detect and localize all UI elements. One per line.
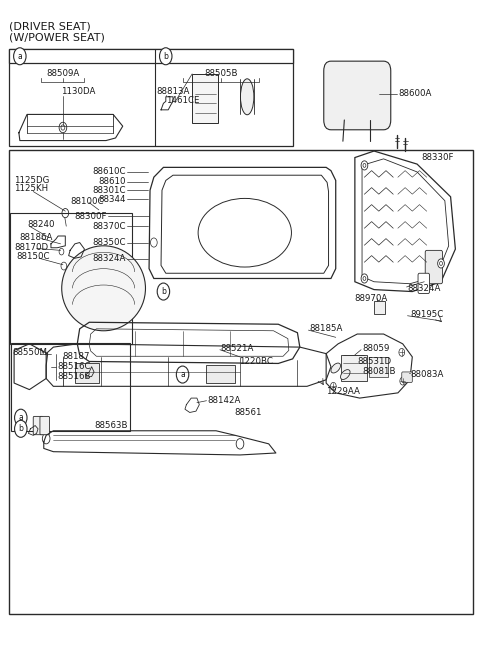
Circle shape [361,161,368,170]
Circle shape [13,48,26,65]
Text: 88600A: 88600A [398,89,432,98]
Circle shape [14,409,27,426]
FancyBboxPatch shape [324,61,391,130]
Circle shape [157,283,169,300]
Text: a: a [17,52,22,61]
Text: 88516B: 88516B [57,372,91,381]
Text: 88324A: 88324A [408,284,441,293]
Ellipse shape [340,369,350,379]
Text: 88083A: 88083A [410,370,444,379]
Bar [369,357,388,377]
Bar [374,301,384,314]
Text: 88170D: 88170D [14,242,48,252]
Bar [75,364,99,383]
Text: (DRIVER SEAT): (DRIVER SEAT) [9,22,91,31]
Text: 88150C: 88150C [16,252,49,261]
Text: 88516C: 88516C [57,362,91,371]
Text: 88521A: 88521A [221,344,254,353]
FancyBboxPatch shape [425,250,443,284]
Text: a: a [180,370,185,379]
Circle shape [159,48,172,65]
Text: 1229AA: 1229AA [326,387,360,396]
Text: 1461CE: 1461CE [166,96,199,105]
Text: 88142A: 88142A [207,396,241,405]
Text: b: b [161,287,166,296]
Circle shape [236,439,244,449]
Text: 88550M: 88550M [12,348,48,357]
Ellipse shape [240,79,254,115]
Text: 88059: 88059 [362,344,389,353]
Text: 88610C: 88610C [93,168,126,176]
Text: 88300F: 88300F [74,212,107,221]
Ellipse shape [62,246,145,331]
Text: 1220BC: 1220BC [239,357,273,366]
Bar [11,343,130,431]
Text: 1125DG: 1125DG [14,176,49,185]
Text: 88813A: 88813A [156,87,190,96]
Circle shape [176,366,189,383]
Text: 88531D: 88531D [357,357,391,366]
Text: 88081B: 88081B [362,367,396,377]
Text: b: b [163,52,168,61]
Text: 88350C: 88350C [93,238,126,247]
Text: 88324A: 88324A [93,254,126,263]
Circle shape [42,434,50,444]
Bar [192,74,218,123]
Ellipse shape [331,363,340,373]
Bar [10,213,132,344]
Bar [9,150,473,614]
Text: 88301C: 88301C [93,186,126,195]
FancyBboxPatch shape [418,273,430,293]
Text: 88187: 88187 [62,352,89,362]
Circle shape [361,274,368,283]
FancyBboxPatch shape [40,417,49,435]
Text: 88330F: 88330F [422,153,455,162]
Bar [206,365,235,383]
Text: 89195C: 89195C [410,310,443,319]
Text: 88505B: 88505B [204,69,238,79]
Text: 88561: 88561 [234,408,262,417]
Text: 1130DA: 1130DA [60,87,95,96]
Bar [9,49,293,146]
Text: 88186A: 88186A [20,233,53,242]
Bar [340,355,367,381]
Text: 88370C: 88370C [93,221,126,231]
Text: 88185A: 88185A [310,324,343,333]
Text: 88509A: 88509A [46,69,80,79]
Text: 88563B: 88563B [94,421,128,430]
FancyBboxPatch shape [33,417,43,435]
Text: 88344: 88344 [98,195,126,204]
Circle shape [438,259,444,268]
Text: (W/POWER SEAT): (W/POWER SEAT) [9,32,105,42]
Text: 88240: 88240 [27,219,55,229]
Text: a: a [18,413,23,422]
FancyBboxPatch shape [402,372,412,383]
Text: b: b [18,424,23,434]
Text: 88970A: 88970A [355,293,388,303]
Text: 1125KH: 1125KH [14,185,48,193]
Circle shape [14,421,27,438]
Text: 88610: 88610 [98,178,126,186]
Text: 88100C: 88100C [70,197,104,206]
Bar [9,49,293,64]
